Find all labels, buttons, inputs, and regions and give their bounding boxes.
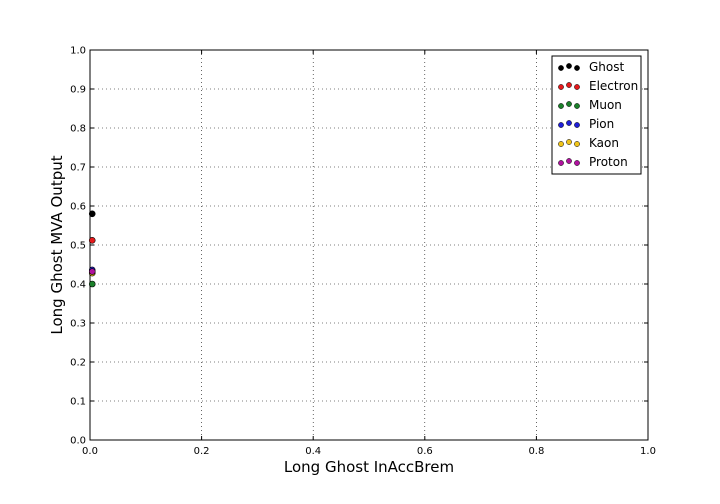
y-tick-label: 0.0	[70, 436, 86, 447]
y-tick-label: 0.9	[70, 85, 86, 96]
x-axis-label: Long Ghost InAccBrem	[284, 458, 454, 476]
y-tick-label: 0.1	[70, 397, 86, 408]
legend-label-kaon: Kaon	[589, 136, 619, 150]
data-point-proton	[88, 268, 96, 275]
y-tick-label: 0.8	[70, 124, 86, 135]
data-points	[88, 210, 96, 288]
legend-label-ghost: Ghost	[589, 60, 624, 74]
y-tick-label: 0.3	[70, 319, 86, 330]
legend-marker-proton	[558, 160, 564, 166]
x-tick-label: 0.0	[82, 446, 98, 457]
x-tick-label: 0.6	[417, 446, 433, 457]
x-tick-label: 0.4	[305, 446, 321, 457]
legend-box	[551, 55, 642, 175]
legend-label-electron: Electron	[589, 79, 638, 93]
y-tick-label: 0.2	[70, 358, 86, 369]
y-tick-label: 0.6	[70, 202, 86, 213]
data-point-electron	[88, 237, 96, 244]
legend: Ghost Electron Muon Pion Kaon Proton	[551, 55, 642, 175]
y-axis-label: Long Ghost MVA Output	[48, 155, 66, 334]
legend-marker-proton	[574, 160, 580, 166]
legend-marker-pion	[558, 122, 564, 128]
y-tick-label: 1.0	[70, 46, 86, 57]
legend-marker-electron	[558, 84, 564, 90]
legend-marker-ghost	[574, 65, 580, 71]
legend-label-muon: Muon	[589, 98, 622, 112]
x-tick-label: 0.8	[528, 446, 544, 457]
legend-marker-pion	[566, 120, 572, 126]
legend-marker-pion	[574, 122, 580, 128]
axis-ticks: 0.0 0.2 0.4 0.6 0.8 1.0 0.0 0.1 0.2 0.3 0.4 0.5 0.6 0…	[70, 46, 656, 458]
y-tick-label: 0.4	[70, 280, 86, 291]
legend-label-pion: Pion	[589, 117, 614, 131]
x-tick-label: 1.0	[640, 446, 656, 457]
legend-marker-proton	[566, 158, 572, 164]
x-tick-label: 0.2	[194, 446, 210, 457]
data-point-muon	[88, 280, 96, 288]
legend-marker-ghost	[566, 63, 572, 69]
legend-marker-electron	[566, 82, 572, 88]
legend-marker-kaon	[558, 141, 564, 147]
legend-marker-ghost	[558, 65, 564, 71]
y-tick-label: 0.5	[70, 241, 86, 252]
legend-marker-electron	[574, 84, 580, 90]
data-point-ghost	[88, 210, 96, 218]
legend-marker-kaon	[574, 141, 580, 147]
legend-label-proton: Proton	[589, 155, 628, 169]
legend-marker-muon	[566, 101, 572, 107]
legend-marker-muon	[574, 103, 580, 109]
y-tick-label: 0.7	[70, 163, 86, 174]
legend-marker-kaon	[566, 139, 572, 145]
legend-marker-muon	[558, 103, 564, 109]
